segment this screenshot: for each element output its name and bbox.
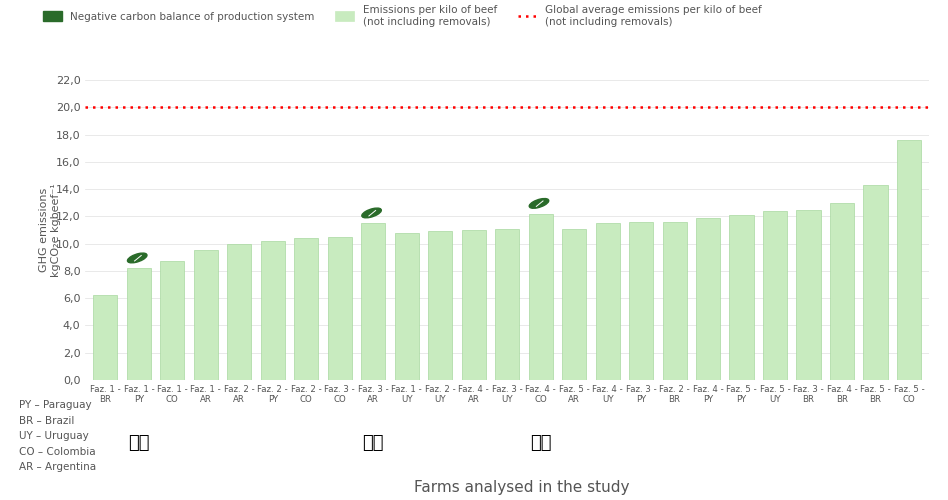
Bar (428, 232, 452, 380)
Bar (261, 241, 284, 380)
Text: 🇨🇴: 🇨🇴 (530, 434, 552, 452)
Bar (328, 237, 352, 380)
Bar (193, 250, 218, 380)
Bar (897, 140, 921, 380)
Bar (160, 262, 185, 380)
Legend: Negative carbon balance of production system, Emissions per kilo of beef
(not in: Negative carbon balance of production sy… (43, 5, 761, 27)
Bar (864, 185, 887, 380)
Bar (529, 214, 553, 380)
Bar (562, 228, 586, 380)
Bar (495, 228, 520, 380)
Bar (696, 218, 720, 380)
Bar (763, 211, 787, 380)
Ellipse shape (127, 253, 147, 263)
Ellipse shape (529, 198, 549, 208)
Bar (394, 232, 419, 380)
Bar (595, 223, 620, 380)
Text: 🇵🇾: 🇵🇾 (128, 434, 150, 452)
Bar (796, 210, 821, 380)
Bar (127, 268, 151, 380)
Bar (228, 244, 251, 380)
Bar (361, 223, 385, 380)
Bar (93, 296, 118, 380)
Bar (462, 230, 485, 380)
Y-axis label: GHG emissions
kgCO₂e kgbeef⁻¹: GHG emissions kgCO₂e kgbeef⁻¹ (40, 183, 61, 277)
Text: 🇦🇷: 🇦🇷 (362, 434, 384, 452)
Bar (830, 202, 854, 380)
Bar (730, 215, 754, 380)
Bar (294, 238, 319, 380)
Text: PY – Paraguay
BR – Brazil
UY – Uruguay
CO – Colombia
AR – Argentina: PY – Paraguay BR – Brazil UY – Uruguay C… (19, 400, 96, 472)
Bar (629, 222, 653, 380)
Ellipse shape (362, 208, 381, 218)
Bar (663, 222, 686, 380)
Text: Farms analysed in the study: Farms analysed in the study (413, 480, 629, 495)
